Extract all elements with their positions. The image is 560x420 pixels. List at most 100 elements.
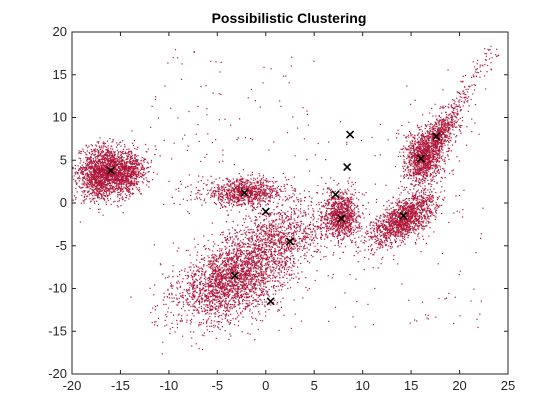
data-point <box>101 170 103 172</box>
data-point <box>96 194 98 196</box>
data-point <box>242 300 244 302</box>
data-point <box>112 180 114 182</box>
data-point <box>94 172 96 174</box>
data-point <box>112 163 114 165</box>
data-point <box>136 164 138 166</box>
data-point <box>120 154 122 156</box>
data-point <box>250 267 252 270</box>
data-point <box>100 178 102 180</box>
data-point <box>120 193 122 195</box>
data-point <box>117 193 119 195</box>
data-point <box>124 167 126 169</box>
data-point <box>259 200 261 202</box>
data-point <box>204 310 206 312</box>
data-point <box>218 276 220 278</box>
data-point <box>245 286 247 288</box>
data-point <box>203 278 205 280</box>
data-point <box>240 181 243 183</box>
data-point <box>252 300 254 302</box>
data-point <box>183 289 185 291</box>
data-point <box>186 319 188 321</box>
data-point <box>130 166 133 168</box>
data-point <box>271 191 273 193</box>
data-point <box>127 157 129 160</box>
data-point <box>251 185 253 188</box>
data-point <box>238 186 240 188</box>
data-point <box>244 186 246 188</box>
data-point <box>129 168 131 171</box>
data-point <box>193 331 195 333</box>
data-point <box>97 193 99 195</box>
data-point <box>274 248 276 250</box>
data-point <box>126 155 128 157</box>
data-point <box>227 202 229 204</box>
data-point <box>109 191 111 193</box>
data-point <box>94 151 96 153</box>
data-point <box>106 166 108 168</box>
data-point <box>141 163 143 165</box>
data-point <box>243 203 245 205</box>
data-point <box>134 157 136 159</box>
data-point <box>234 190 236 193</box>
data-point <box>107 179 109 181</box>
data-point <box>147 166 150 169</box>
data-point <box>241 177 243 179</box>
data-point <box>130 150 132 152</box>
data-point <box>210 267 212 270</box>
data-point <box>109 188 111 190</box>
data-point <box>135 167 137 170</box>
data-point <box>88 181 91 183</box>
data-point <box>115 163 118 165</box>
data-point <box>92 162 94 164</box>
data-point <box>206 278 208 280</box>
data-point <box>143 175 145 177</box>
data-point <box>254 196 256 198</box>
data-point <box>258 294 261 296</box>
data-point <box>211 282 214 285</box>
data-point <box>136 161 138 163</box>
data-point <box>103 171 106 173</box>
data-point <box>91 182 93 184</box>
data-point <box>241 260 243 262</box>
data-point <box>100 169 103 172</box>
data-point <box>242 185 244 187</box>
data-point <box>121 180 124 182</box>
data-point <box>208 261 210 263</box>
data-point <box>225 309 228 312</box>
data-point <box>86 180 88 182</box>
data-point <box>216 187 219 189</box>
data-point <box>211 300 213 302</box>
data-point <box>255 245 257 247</box>
data-point <box>146 167 148 169</box>
data-point <box>255 283 257 285</box>
data-point <box>237 290 239 292</box>
data-point <box>127 165 130 167</box>
data-point <box>83 177 85 179</box>
data-point <box>95 180 97 182</box>
data-point <box>254 283 256 285</box>
data-point <box>217 309 219 311</box>
data-point <box>172 270 174 272</box>
data-point <box>111 160 113 162</box>
data-point <box>99 182 101 184</box>
data-point <box>250 290 252 293</box>
data-point <box>213 272 215 275</box>
data-point <box>273 274 275 276</box>
data-point <box>196 259 198 261</box>
data-point <box>106 158 108 160</box>
data-point <box>216 250 219 252</box>
data-point <box>213 194 215 197</box>
data-point <box>93 188 95 190</box>
data-point <box>240 273 242 275</box>
data-point <box>214 306 216 308</box>
data-point <box>238 274 240 276</box>
data-point <box>264 283 266 285</box>
data-point <box>233 261 235 264</box>
data-point <box>105 201 107 203</box>
data-point <box>238 246 240 248</box>
data-point <box>252 287 255 289</box>
data-point <box>100 190 102 193</box>
data-point <box>274 261 276 263</box>
data-point <box>210 290 213 292</box>
data-point <box>244 288 247 291</box>
